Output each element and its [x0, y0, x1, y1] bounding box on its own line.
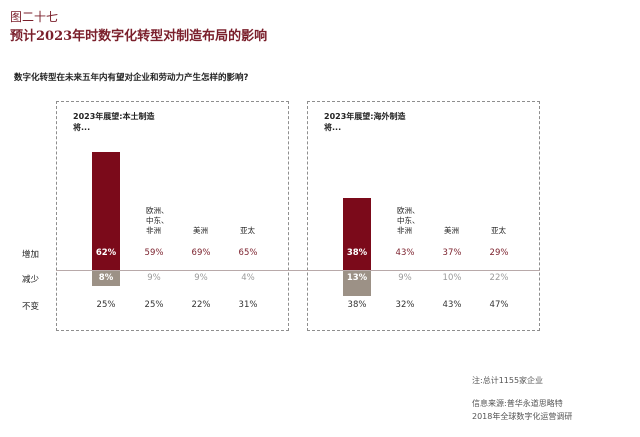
value-domestic-decrease-3: 4%: [241, 273, 255, 283]
value-overseas-increase-3: 29%: [489, 248, 509, 258]
value-domestic-decrease-0: 8%: [98, 273, 114, 283]
row-label-decrease: 减少: [22, 275, 40, 285]
value-overseas-unchanged-3: 47%: [489, 300, 509, 310]
panel-title-domestic: 2023年展望:本土制造将...: [73, 111, 163, 133]
value-domestic-increase-3: 65%: [238, 248, 258, 258]
value-overseas-increase-2: 37%: [442, 248, 462, 258]
region-label-domestic-1: 欧洲、中东、非洲: [146, 206, 169, 235]
source-line-2: 2018年全球数字化运营调研: [472, 412, 573, 421]
value-domestic-decrease-2: 9%: [194, 273, 208, 283]
footnote: 注:总计1155家企业: [472, 376, 544, 385]
bar-overseas-total-increase: [343, 197, 371, 270]
panel-title-overseas: 2023年展望:海外制造将...: [324, 111, 414, 133]
value-domestic-increase-1: 59%: [144, 248, 164, 258]
baseline-divider: [56, 270, 540, 271]
region-label-domestic-2: 美洲: [193, 226, 208, 235]
value-domestic-unchanged-2: 22%: [191, 300, 211, 310]
region-label-overseas-2: 美洲: [444, 226, 459, 235]
panel-domestic: 2023年展望:本土制造将...: [56, 101, 289, 331]
region-label-overseas-3: 亚太: [491, 226, 506, 235]
row-label-unchanged: 不变: [22, 302, 40, 312]
value-overseas-increase-0: 38%: [346, 248, 368, 258]
value-domestic-unchanged-1: 25%: [144, 300, 164, 310]
survey-question: 数字化转型在未来五年内有望对企业和劳动力产生怎样的影响?: [14, 73, 249, 83]
bar-domestic-total-increase: [92, 152, 120, 270]
row-label-increase: 增加: [22, 250, 40, 260]
value-domestic-increase-2: 69%: [191, 248, 211, 258]
value-overseas-decrease-1: 9%: [398, 273, 412, 283]
value-overseas-increase-1: 43%: [395, 248, 415, 258]
figure-label: 图二十七: [10, 10, 59, 24]
panel-title-domestic-text: 2023年展望:本土制造将...: [73, 112, 155, 132]
region-label-domestic-3: 亚太: [240, 226, 255, 235]
value-domestic-decrease-1: 9%: [147, 273, 161, 283]
value-overseas-unchanged-0: 38%: [347, 300, 367, 310]
panel-overseas: 2023年展望:海外制造将...: [307, 101, 540, 331]
value-overseas-unchanged-1: 32%: [395, 300, 415, 310]
value-domestic-unchanged-3: 31%: [238, 300, 258, 310]
panel-title-overseas-text: 2023年展望:海外制造将...: [324, 112, 406, 132]
bar-overseas-total-decrease: [343, 271, 371, 296]
value-overseas-decrease-2: 10%: [442, 273, 462, 283]
value-domestic-unchanged-0: 25%: [96, 300, 116, 310]
region-label-overseas-1: 欧洲、中东、非洲: [397, 206, 420, 235]
value-overseas-decrease-3: 22%: [489, 273, 509, 283]
value-overseas-decrease-0: 13%: [346, 273, 368, 283]
figure-title: 预计2023年时数字化转型对制造布局的影响: [10, 29, 268, 44]
value-domestic-increase-0: 62%: [95, 248, 117, 258]
value-overseas-unchanged-2: 43%: [442, 300, 462, 310]
bar-domestic-total-decrease: [92, 271, 120, 287]
source-line-1: 信息来源:普华永道思略特: [472, 399, 563, 408]
